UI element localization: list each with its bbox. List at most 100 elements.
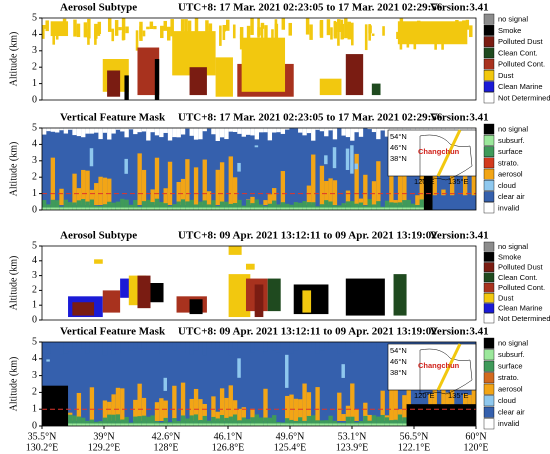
- legend-swatch: [483, 337, 495, 349]
- feature-block: [215, 57, 233, 97]
- feature-block: [193, 204, 199, 210]
- feature-block: [350, 128, 355, 141]
- feature-block: [228, 274, 251, 318]
- feature-block: [350, 201, 355, 210]
- feature-block: [215, 411, 220, 421]
- y-tick-label: 3: [32, 155, 37, 166]
- panel-version: Version:3.41: [430, 326, 489, 338]
- feature-block: [107, 207, 112, 210]
- feature-block: [354, 409, 359, 421]
- feature-block: [376, 128, 381, 140]
- feature-block: [259, 128, 264, 133]
- feature-block: [324, 342, 329, 347]
- feature-block: [154, 207, 160, 210]
- feature-block: [345, 190, 351, 206]
- feature-block: [471, 173, 476, 206]
- panel-title: Aerosol Subtype: [60, 230, 137, 242]
- feature-block: [94, 128, 99, 133]
- feature-block: [228, 203, 233, 210]
- feature-block: [358, 202, 364, 210]
- feature-block: [306, 392, 312, 421]
- legend-swatch: [483, 395, 495, 407]
- feature-block: [406, 199, 411, 210]
- y-tick-label: 5: [32, 336, 37, 347]
- feature-block: [285, 395, 290, 421]
- feature-block: [376, 207, 381, 210]
- feature-block: [350, 207, 355, 210]
- feature-block: [180, 128, 186, 135]
- feature-block: [337, 423, 342, 426]
- legend-label: subsurf.: [498, 136, 525, 145]
- feature-block: [150, 283, 164, 303]
- feature-block: [124, 158, 128, 174]
- feature-block: [141, 201, 147, 210]
- feature-block: [280, 423, 286, 426]
- feature-block: [237, 408, 242, 421]
- feature-block: [107, 70, 121, 97]
- panel-version: Version:3.41: [430, 2, 489, 14]
- feature-block: [150, 207, 155, 210]
- feature-block: [272, 423, 277, 426]
- feature-block: [351, 22, 354, 46]
- feature-block: [219, 207, 225, 210]
- feature-block: [380, 423, 385, 426]
- legend-swatch: [483, 303, 495, 313]
- feature-block: [326, 19, 331, 36]
- feature-block: [159, 128, 164, 138]
- feature-block: [302, 128, 307, 136]
- feature-block: [354, 153, 359, 206]
- feature-block: [354, 207, 359, 210]
- feature-block: [85, 170, 90, 206]
- feature-block: [137, 416, 142, 426]
- x-tick-lon: 129.2°E: [88, 442, 121, 453]
- feature-block: [150, 415, 155, 426]
- feature-block: [232, 414, 238, 426]
- legend-label: Clean Cont.: [498, 48, 538, 57]
- y-tick-label: 4: [32, 29, 37, 40]
- panel-title: Vertical Feature Mask: [60, 326, 166, 338]
- feature-block: [384, 207, 390, 210]
- feature-block: [115, 414, 121, 426]
- feature-block: [345, 201, 351, 210]
- feature-block: [371, 342, 377, 352]
- feature-block: [449, 168, 455, 206]
- legend-swatch: [483, 58, 495, 70]
- feature-block: [76, 207, 82, 210]
- y-tick-label: 1: [32, 78, 37, 89]
- feature-block: [89, 207, 95, 210]
- feature-block: [167, 342, 173, 347]
- feature-block: [193, 207, 199, 210]
- feature-block: [163, 203, 168, 210]
- feature-block: [59, 128, 64, 131]
- feature-block: [50, 342, 56, 345]
- feature-block: [206, 207, 212, 210]
- x-tick-lon: 122.1°E: [398, 442, 431, 453]
- legend-swatch: [483, 123, 495, 135]
- feature-block: [250, 18, 254, 35]
- feature-block: [81, 128, 86, 138]
- x-tick-lon: 120°E: [463, 442, 488, 453]
- feature-block: [368, 24, 371, 41]
- feature-block: [163, 20, 167, 31]
- feature-block: [189, 342, 194, 355]
- feature-block: [154, 342, 160, 355]
- feature-block: [68, 202, 73, 210]
- feature-block: [189, 67, 207, 96]
- feature-block: [246, 25, 251, 40]
- panel-time: UTC+8: 17 Mar. 2021 02:23:05 to 17 Mar. …: [178, 2, 443, 14]
- legend-swatch: [483, 272, 495, 283]
- feature-block: [111, 414, 116, 426]
- feature-block: [432, 383, 437, 421]
- feature-block: [107, 128, 112, 140]
- feature-block: [81, 199, 86, 210]
- feature-block: [206, 423, 212, 426]
- feature-block: [133, 128, 138, 135]
- legend-swatch: [483, 146, 495, 157]
- feature-block: [254, 145, 259, 148]
- feature-block: [298, 399, 303, 421]
- feature-block: [120, 388, 125, 421]
- feature-block: [267, 203, 273, 210]
- legend-label: Smoke: [498, 26, 521, 35]
- feature-block: [384, 128, 390, 137]
- feature-block: [319, 207, 325, 210]
